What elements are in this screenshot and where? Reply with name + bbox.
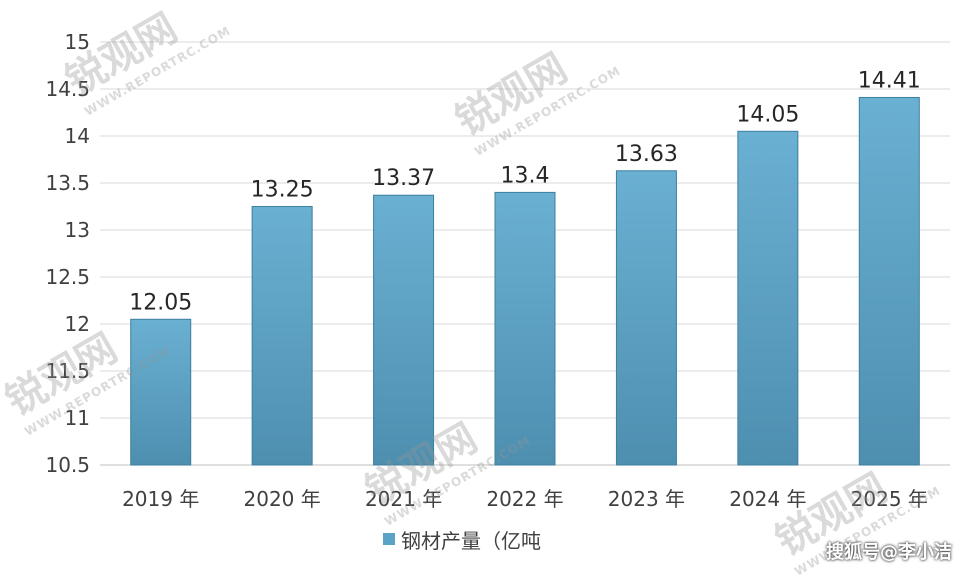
- legend: 钢材产量（亿吨: [383, 527, 541, 553]
- legend-label: 钢材产量（亿吨: [401, 528, 541, 553]
- bar: [373, 194, 435, 466]
- data-label: 13.37: [372, 166, 435, 191]
- x-tick-label: 2021 年: [365, 487, 442, 511]
- x-tick-label: 2020 年: [244, 487, 321, 511]
- data-label: 13.25: [251, 178, 314, 203]
- bar: [251, 206, 313, 466]
- x-tick-label: 2019 年: [122, 487, 199, 511]
- y-axis-ticks: 10.5 11 11.5 12 12.5 13 13.5 14 14.5 15: [45, 30, 90, 477]
- x-tick-label: 2022 年: [486, 487, 563, 511]
- data-label: 14.41: [858, 68, 921, 93]
- bars: [130, 96, 920, 466]
- y-tick-label: 14: [65, 124, 90, 148]
- y-tick-label: 11.5: [45, 359, 90, 383]
- y-tick-label: 10.5: [45, 453, 90, 477]
- data-labels: 12.05 13.25 13.37 13.4 13.63 14.05 14.41: [129, 68, 921, 315]
- bar: [615, 170, 677, 466]
- y-tick-label: 13.5: [45, 171, 90, 195]
- data-label: 13.63: [615, 142, 678, 167]
- source-tag: 搜狐号@李小洁: [826, 542, 952, 563]
- x-tick-label: 2024 年: [729, 487, 806, 511]
- legend-swatch: [383, 533, 395, 545]
- y-tick-label: 11: [65, 406, 90, 430]
- bar: [858, 96, 920, 466]
- y-tick-label: 13: [65, 218, 90, 242]
- y-tick-label: 14.5: [45, 77, 90, 101]
- x-axis-ticks: 2019 年 2020 年 2021 年 2022 年 2023 年 2024 年 2025…: [122, 487, 928, 511]
- y-tick-label: 12: [65, 312, 90, 336]
- bar: [130, 318, 192, 466]
- x-tick-label: 2023 年: [608, 487, 685, 511]
- data-label: 12.05: [129, 290, 192, 315]
- x-tick-label: 2025 年: [851, 487, 928, 511]
- y-tick-label: 15: [65, 30, 90, 54]
- data-label: 13.4: [501, 163, 550, 188]
- y-tick-label: 12.5: [45, 265, 90, 289]
- data-label: 14.05: [736, 102, 799, 127]
- bar: [737, 130, 799, 466]
- bar: [494, 191, 556, 466]
